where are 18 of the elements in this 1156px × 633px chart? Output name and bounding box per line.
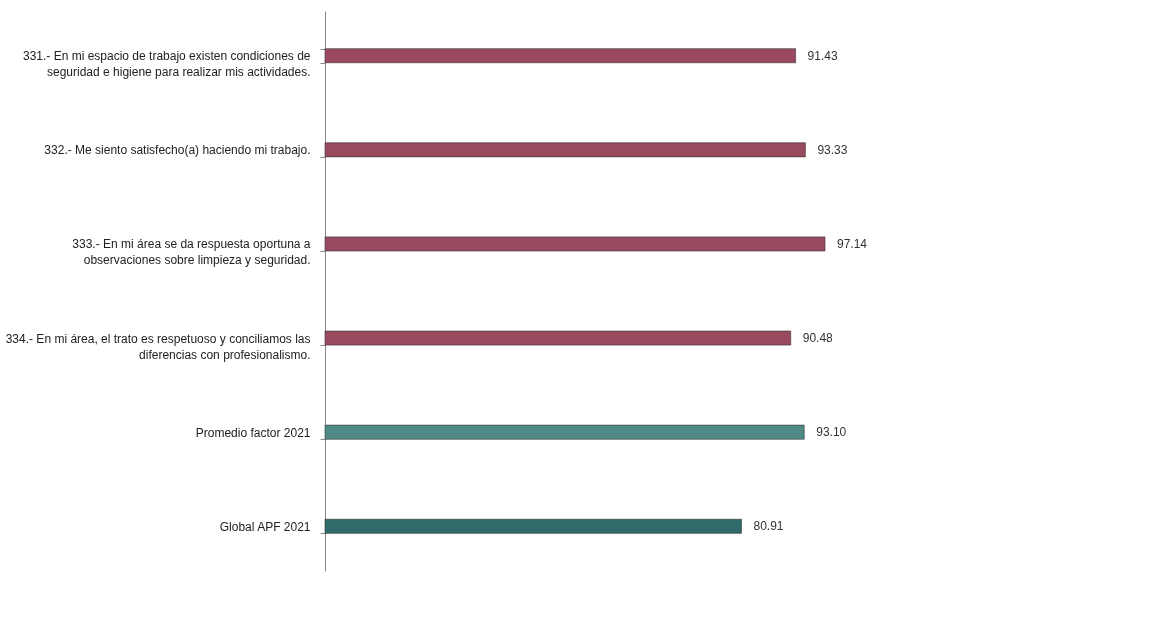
data-label: 97.14 bbox=[837, 236, 868, 251]
bar bbox=[324, 424, 805, 440]
bar bbox=[324, 48, 796, 64]
data-label: 80.91 bbox=[753, 519, 784, 534]
y-tick-label: 332.- Me siento satisfecho(a) haciendo mi trabajo. bbox=[44, 143, 311, 158]
bar bbox=[324, 518, 742, 534]
data-label: 90.48 bbox=[802, 331, 834, 346]
data-label: 91.43 bbox=[807, 48, 838, 63]
bar bbox=[324, 330, 792, 346]
data-label: 93.10 bbox=[816, 425, 847, 440]
y-tick-label: Promedio factor 2021 bbox=[195, 425, 311, 440]
y-tick-label: 333.- En mi área se da respuesta oportuna a observaciones sobre limpieza y seguridad. bbox=[72, 237, 311, 268]
y-tick-label: 331.- En mi espacio de trabajo existen condiciones de seguridad e higiene para realizar mis actividades. bbox=[22, 49, 311, 80]
bar bbox=[324, 236, 826, 252]
data-label: 93.33 bbox=[817, 142, 848, 157]
y-tick-label: 334.- En mi área, el trato es respetuoso y conciliamos las diferencias con profesionalismo. bbox=[5, 331, 311, 362]
y-tick-label: Global APF 2021 bbox=[219, 519, 311, 534]
bar bbox=[324, 142, 806, 158]
